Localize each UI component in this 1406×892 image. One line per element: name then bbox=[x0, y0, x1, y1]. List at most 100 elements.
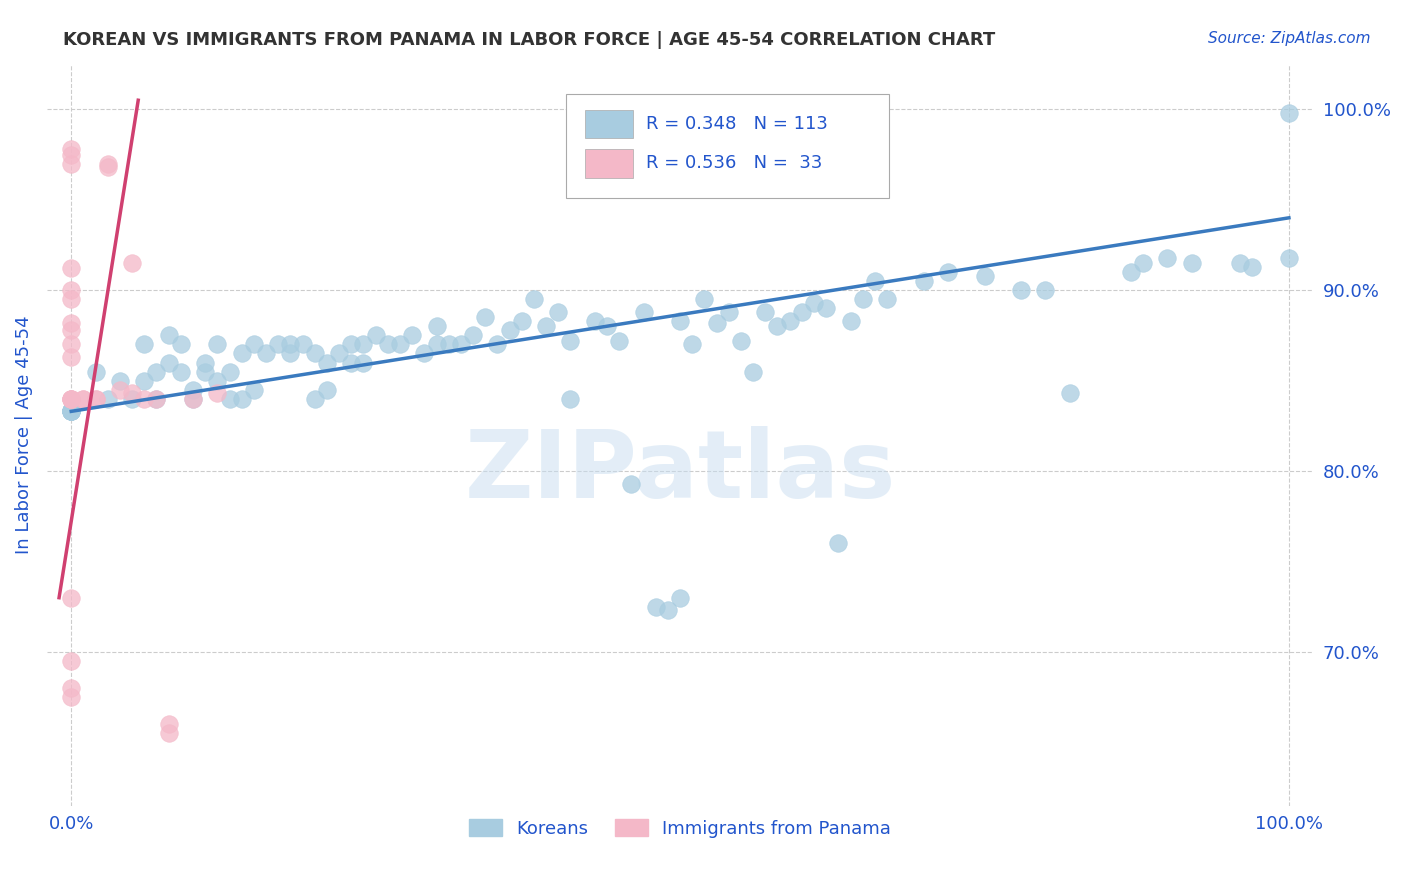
Point bbox=[157, 355, 180, 369]
Point bbox=[218, 365, 240, 379]
Y-axis label: In Labor Force | Age 45-54: In Labor Force | Age 45-54 bbox=[15, 316, 32, 554]
Point bbox=[1156, 251, 1178, 265]
Point bbox=[170, 365, 193, 379]
Point bbox=[377, 337, 399, 351]
Point bbox=[207, 374, 229, 388]
Point bbox=[973, 268, 995, 283]
Point bbox=[450, 337, 472, 351]
Point bbox=[218, 392, 240, 406]
Point bbox=[669, 591, 692, 605]
Point bbox=[583, 314, 606, 328]
Point bbox=[364, 328, 387, 343]
Bar bbox=[585, 110, 633, 138]
Point bbox=[108, 383, 131, 397]
Point bbox=[863, 274, 886, 288]
Point bbox=[84, 392, 107, 406]
Point bbox=[84, 392, 107, 406]
Point bbox=[936, 265, 959, 279]
Point bbox=[60, 392, 83, 406]
Point bbox=[108, 374, 131, 388]
Point bbox=[1010, 283, 1032, 297]
Point bbox=[145, 365, 167, 379]
Text: KOREAN VS IMMIGRANTS FROM PANAMA IN LABOR FORCE | AGE 45-54 CORRELATION CHART: KOREAN VS IMMIGRANTS FROM PANAMA IN LABO… bbox=[63, 31, 995, 49]
Point bbox=[60, 283, 83, 297]
Point bbox=[194, 365, 217, 379]
Point bbox=[633, 305, 655, 319]
Point bbox=[340, 355, 363, 369]
Point bbox=[97, 160, 120, 174]
Point bbox=[60, 316, 83, 330]
Point bbox=[1278, 251, 1301, 265]
Point bbox=[353, 355, 375, 369]
Point bbox=[547, 305, 569, 319]
Point bbox=[461, 328, 484, 343]
Point bbox=[534, 319, 557, 334]
Point bbox=[560, 392, 582, 406]
Point bbox=[304, 346, 326, 360]
Point bbox=[60, 323, 83, 337]
Point bbox=[742, 365, 765, 379]
Point bbox=[510, 314, 533, 328]
Point bbox=[280, 346, 302, 360]
Point bbox=[60, 654, 83, 668]
Point bbox=[267, 337, 290, 351]
Point bbox=[194, 355, 217, 369]
Point bbox=[97, 392, 120, 406]
Point bbox=[1278, 106, 1301, 120]
Point bbox=[60, 392, 83, 406]
Point bbox=[596, 319, 619, 334]
Point bbox=[60, 292, 83, 306]
Point bbox=[754, 305, 776, 319]
Point bbox=[693, 292, 716, 306]
Point bbox=[1119, 265, 1142, 279]
Point bbox=[912, 274, 935, 288]
Point bbox=[620, 476, 643, 491]
Point bbox=[60, 404, 83, 418]
Point bbox=[60, 156, 83, 170]
Point bbox=[815, 301, 838, 316]
Point bbox=[145, 392, 167, 406]
Point bbox=[121, 256, 143, 270]
Point bbox=[669, 314, 692, 328]
Point bbox=[181, 392, 204, 406]
Point bbox=[134, 337, 156, 351]
Point bbox=[243, 383, 266, 397]
Point bbox=[474, 310, 496, 325]
Point bbox=[657, 603, 679, 617]
Point bbox=[827, 536, 849, 550]
Legend: Koreans, Immigrants from Panama: Koreans, Immigrants from Panama bbox=[463, 813, 898, 845]
Point bbox=[291, 337, 314, 351]
Point bbox=[389, 337, 412, 351]
Point bbox=[157, 726, 180, 740]
Point bbox=[340, 337, 363, 351]
Point bbox=[779, 314, 801, 328]
Point bbox=[717, 305, 740, 319]
Text: R = 0.536   N =  33: R = 0.536 N = 33 bbox=[645, 154, 823, 172]
Point bbox=[145, 392, 167, 406]
Point bbox=[60, 404, 83, 418]
Point bbox=[207, 386, 229, 401]
Point bbox=[1059, 386, 1081, 401]
Point bbox=[134, 392, 156, 406]
FancyBboxPatch shape bbox=[567, 94, 889, 197]
Point bbox=[790, 305, 813, 319]
Point bbox=[72, 392, 94, 406]
Bar bbox=[585, 149, 633, 178]
Text: Source: ZipAtlas.com: Source: ZipAtlas.com bbox=[1208, 31, 1371, 46]
Point bbox=[1132, 256, 1154, 270]
Point bbox=[766, 319, 789, 334]
Point bbox=[425, 337, 447, 351]
Point bbox=[1241, 260, 1264, 274]
Point bbox=[60, 337, 83, 351]
Text: ZIPatlas: ZIPatlas bbox=[464, 426, 896, 518]
Point bbox=[60, 147, 83, 161]
Point bbox=[121, 392, 143, 406]
Point bbox=[644, 599, 666, 614]
Point bbox=[876, 292, 898, 306]
Point bbox=[254, 346, 277, 360]
Point bbox=[60, 690, 83, 705]
Point bbox=[60, 404, 83, 418]
Point bbox=[60, 392, 83, 406]
Point bbox=[316, 355, 339, 369]
Point bbox=[84, 365, 107, 379]
